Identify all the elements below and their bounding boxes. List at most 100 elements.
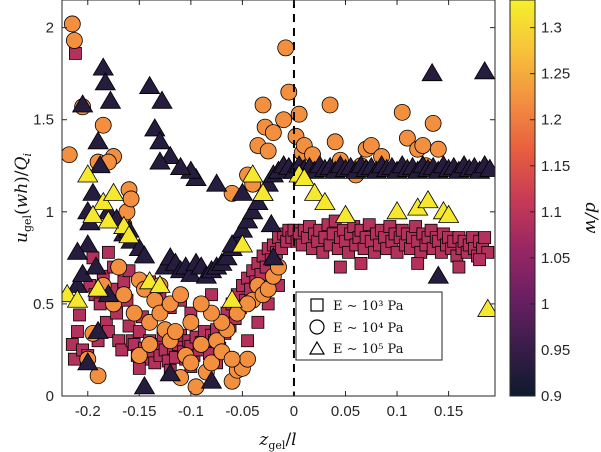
circle-marker	[321, 96, 339, 114]
triangle-marker	[159, 363, 181, 382]
circle-marker	[62, 146, 78, 164]
colorbar-ticks: 0.9 0.95 1 1.05 1.1 1.15 1.2 1.25 1.3	[530, 20, 570, 405]
triangle-marker	[477, 298, 495, 317]
triangle-marker	[242, 201, 264, 220]
circle-marker	[414, 137, 432, 154]
triangle-marker	[216, 247, 238, 266]
legend-circle-marker	[309, 319, 325, 335]
colorbar-tick-label: 1.05	[541, 250, 570, 267]
square-marker	[205, 288, 218, 302]
circle-marker	[192, 336, 210, 353]
legend-label-triangle: E ∼ 10⁵ Pa	[333, 342, 404, 357]
square-marker	[473, 253, 486, 267]
circle-marker	[141, 336, 159, 353]
circle-marker	[239, 295, 256, 313]
colorbar-tick-label: 1	[541, 296, 549, 313]
colorbar-tick-label: 1.3	[541, 20, 562, 37]
circle-marker	[172, 286, 189, 304]
square-marker	[241, 334, 254, 348]
x-tick-label: -0.05	[225, 403, 259, 420]
y-tick-label: 1.5	[33, 112, 54, 129]
triangle-marker	[386, 201, 408, 220]
circle-marker	[362, 137, 380, 154]
triangle-marker	[82, 204, 104, 223]
triangle-marker	[417, 189, 439, 209]
circle-marker	[254, 96, 272, 114]
triangle-marker	[149, 131, 171, 150]
triangle-marker	[334, 204, 357, 223]
x-tick-label: 0.15	[434, 403, 463, 420]
triangle-marker	[149, 274, 171, 293]
square-marker	[132, 325, 146, 338]
triangle-marker	[169, 156, 192, 176]
circle-marker	[125, 304, 143, 322]
circle-marker	[424, 115, 442, 132]
colorbar-tick-label: 0.95	[541, 342, 570, 359]
triangle-marker	[437, 204, 460, 223]
triangle-marker	[149, 151, 171, 170]
triangle-marker	[66, 241, 89, 260]
triangle-marker	[242, 164, 264, 183]
x-tick-label: -0.1	[178, 403, 204, 420]
x-tick-label: -0.15	[122, 403, 156, 420]
colorbar	[509, 0, 536, 397]
triangle-marker	[236, 210, 259, 229]
plot-frame	[61, 0, 496, 397]
circle-marker	[182, 354, 200, 372]
triangle-marker	[89, 154, 111, 174]
triangle-marker	[133, 245, 156, 264]
triangle-marker	[133, 376, 156, 395]
triangle-marker	[159, 145, 181, 164]
triangle-marker	[87, 320, 109, 339]
triangle-marker	[82, 182, 104, 201]
circle-marker	[429, 140, 447, 158]
legend-label-circle: E ∼ 10⁴ Pa	[333, 321, 404, 336]
triangle-marker	[260, 213, 282, 233]
triangle-marker	[247, 191, 269, 211]
triangle-marker	[231, 182, 254, 201]
circle-marker	[115, 286, 133, 304]
triangle-marker	[87, 131, 109, 150]
y-tick-label: 2	[46, 20, 54, 37]
circle-marker	[130, 347, 148, 364]
circle-marker	[275, 111, 293, 129]
circle-marker	[110, 258, 128, 276]
triangle-marker	[303, 182, 326, 201]
triangle-marker	[293, 167, 315, 187]
square-marker	[478, 231, 492, 245]
triangle-marker	[87, 278, 109, 297]
triangle-marker	[205, 173, 228, 192]
square-marker	[101, 245, 115, 259]
circle-marker	[277, 39, 295, 57]
triangle-marker	[92, 57, 114, 76]
y-tick-label: 1	[46, 204, 54, 221]
triangle-marker	[97, 210, 120, 229]
triangle-marker	[77, 234, 99, 253]
circle-marker	[290, 105, 308, 123]
triangle-marker	[66, 289, 89, 308]
circle-marker	[393, 103, 411, 121]
circle-marker	[182, 313, 200, 331]
colorbar-label: d/w	[581, 202, 601, 234]
square-marker	[411, 256, 425, 270]
square-marker	[354, 256, 368, 270]
triangle-marker	[77, 352, 99, 371]
triangle-marker	[221, 289, 243, 308]
triangle-marker	[99, 90, 122, 109]
x-axis-label: zgel/l	[258, 430, 296, 452]
triangle-marker	[92, 191, 114, 211]
circle-marker	[239, 350, 256, 368]
y-tick-label: 0	[46, 388, 54, 405]
square-marker	[132, 361, 146, 375]
triangle-marker	[231, 234, 254, 253]
triangle-marker	[85, 256, 107, 275]
square-marker	[251, 315, 265, 329]
triangle-marker	[473, 61, 495, 80]
triangle-marker	[262, 247, 285, 266]
circle-marker	[65, 32, 83, 49]
y-tick-label: 0.5	[33, 296, 54, 313]
circle-marker	[167, 323, 184, 340]
x-axis-ticks: -0.2 -0.15 -0.1 -0.05 0 0.05 0.1 0.15	[75, 0, 463, 420]
colorbar-tick-label: 1.25	[541, 66, 570, 83]
y-axis-ticks: 0 0.5 1 1.5 2	[33, 20, 495, 405]
